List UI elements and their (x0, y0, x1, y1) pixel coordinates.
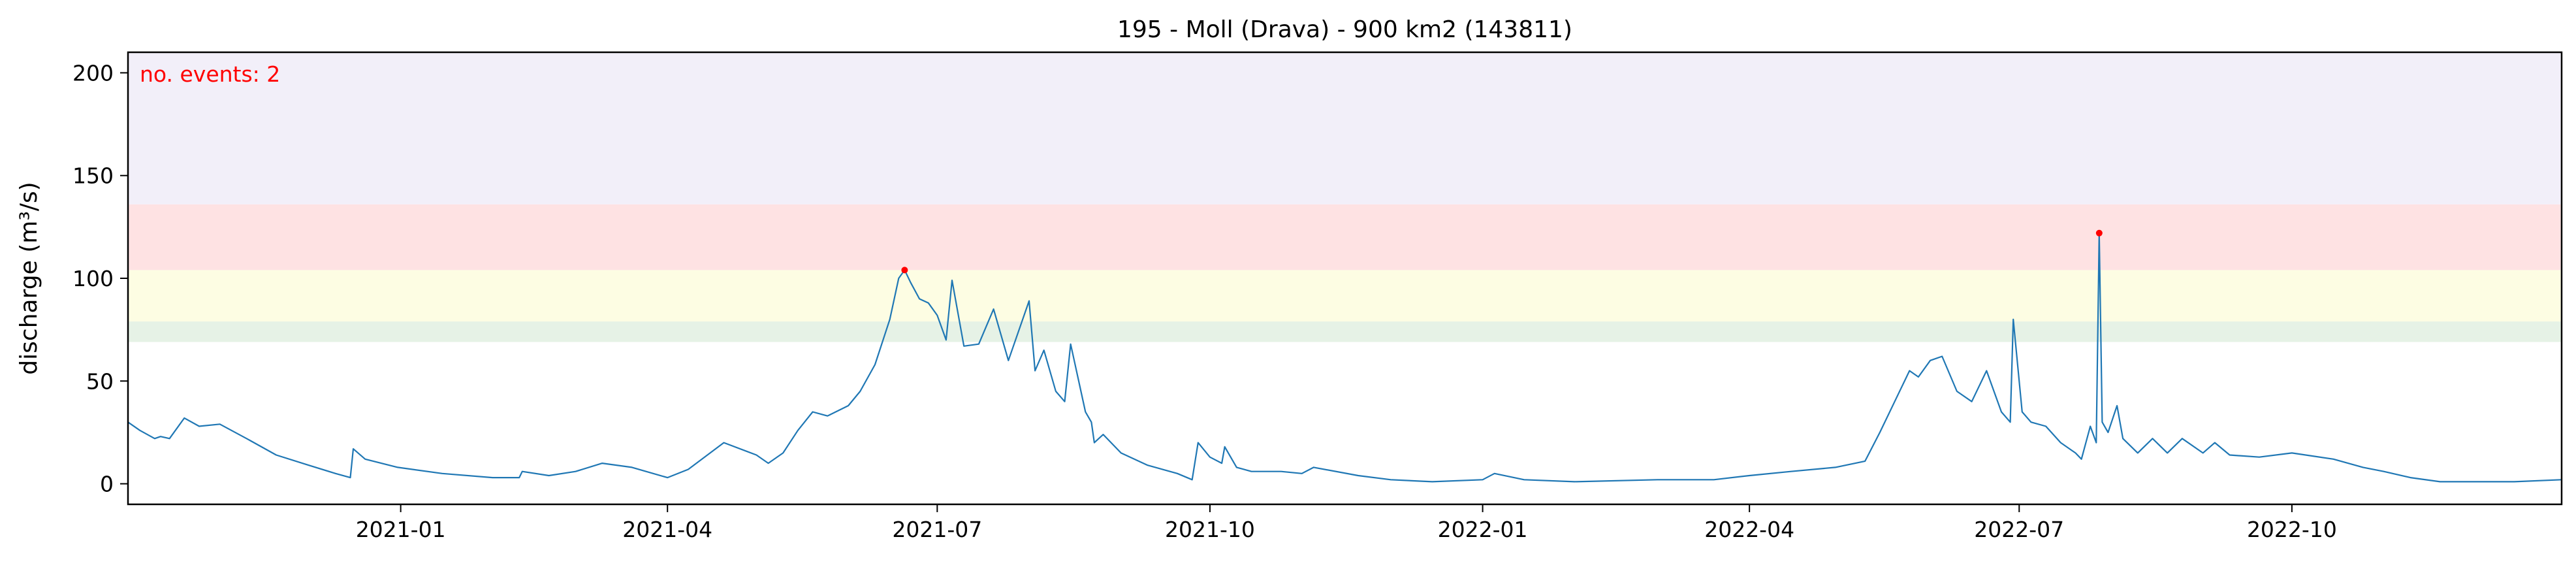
y-tick-label: 50 (86, 368, 114, 394)
event-markers (901, 229, 2103, 274)
y-axis-ticks: 0 50 100 150 200 (72, 60, 128, 497)
x-tick-label: 2022-04 (1704, 517, 1794, 542)
threshold-band-2 (128, 270, 2562, 322)
x-tick-label: 2022-10 (2247, 517, 2337, 542)
x-axis-ticks: 2021-01 2021-04 2021-07 2021-10 2022-01 2022-… (356, 504, 2337, 542)
threshold-band-1 (128, 321, 2562, 342)
y-axis-label: discharge (m³/s) (16, 182, 42, 374)
y-tick-label: 100 (72, 266, 114, 291)
y-tick-label: 0 (100, 472, 114, 497)
x-tick-label: 2021-01 (356, 517, 446, 542)
threshold-bands (128, 52, 2562, 342)
event-marker-2 (2095, 229, 2103, 236)
events-annotation: no. events: 2 (140, 61, 280, 87)
x-tick-label: 2022-07 (1974, 517, 2064, 542)
x-tick-label: 2022-01 (1438, 517, 1528, 542)
chart-title: 195 - Moll (Drava) - 900 km2 (143811) (1117, 16, 1572, 43)
x-tick-label: 2021-07 (892, 517, 982, 542)
x-tick-label: 2021-04 (622, 517, 712, 542)
y-tick-label: 150 (72, 163, 114, 189)
y-tick-label: 200 (72, 60, 114, 86)
threshold-band-4 (128, 52, 2562, 204)
x-tick-label: 2021-10 (1165, 517, 1255, 542)
event-marker-1 (901, 267, 908, 274)
threshold-band-3 (128, 204, 2562, 270)
